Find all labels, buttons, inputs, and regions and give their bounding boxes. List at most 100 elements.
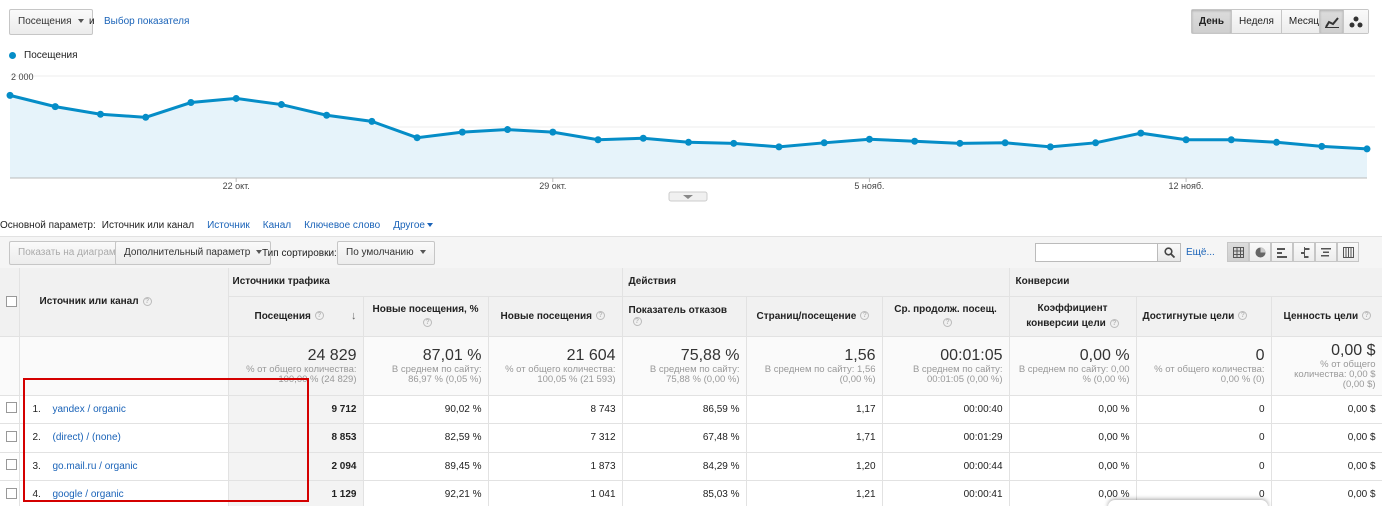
sort-arrow-icon: ↓ (351, 309, 357, 322)
col-new-visits-pct[interactable]: Новые посещения, %? (363, 296, 489, 337)
col-pages-per-visit-label: Страниц/посещение (756, 310, 857, 322)
total-sub: % от общего количества: 100,05 % (21 593… (505, 363, 616, 385)
data-table: Источник или канал? Источники трафика Де… (0, 268, 1382, 506)
data-point (187, 99, 195, 107)
data-point (1363, 145, 1371, 153)
row-metric-cell: 67,48 % (622, 423, 747, 453)
select-all-checkbox[interactable] (6, 296, 17, 307)
data-point (1001, 139, 1009, 147)
data-point (458, 128, 466, 136)
chevron-down-icon (256, 250, 263, 255)
row-checkbox-cell (0, 452, 20, 481)
row-metric-cell: 00:00:41 (882, 480, 1010, 506)
period-month-button[interactable]: Месяц (1281, 10, 1327, 33)
primary-dim-active: Источник или канал (101, 220, 195, 231)
total-sub: % от общего количества: 100,00 % (24 829… (246, 363, 357, 385)
sort-type-select[interactable]: По умолчанию (337, 241, 435, 265)
total-value: 1,56 (844, 346, 876, 364)
view-switch (1227, 242, 1359, 262)
col-new-visits[interactable]: Новые посещения? (488, 296, 623, 337)
data-point (594, 136, 602, 144)
table-view-icon[interactable] (1227, 242, 1249, 262)
data-point (504, 126, 512, 134)
row-index: 3. (32, 460, 41, 472)
col-new-visits-pct-label: Новые посещения, % (372, 304, 479, 315)
metric-select[interactable]: Посещения (9, 9, 93, 35)
col-bounce-rate[interactable]: Показатель отказов? (622, 296, 747, 337)
row-metric-cell: 00:00:40 (882, 395, 1010, 424)
y-tick-label: 2 000 (11, 72, 34, 82)
dim-column-header[interactable]: Источник или канал? (19, 268, 229, 337)
pie-view-icon[interactable] (1249, 242, 1271, 262)
row-metric-cell: 84,29 % (622, 452, 747, 481)
data-point (1318, 142, 1326, 150)
col-goal-completions[interactable]: Достигнутые цели? (1136, 296, 1272, 337)
comparison-view-icon[interactable] (1293, 242, 1315, 262)
row-metric-cell: 1 873 (488, 452, 623, 481)
col-goal-value[interactable]: Ценность цели? (1271, 296, 1382, 337)
series-area (10, 95, 1367, 178)
pivot-view-icon[interactable] (1337, 242, 1359, 262)
row-checkbox[interactable] (6, 430, 17, 442)
data-point (1273, 138, 1281, 146)
total-sub: В среднем по сайту: 86,97 % (0,05 %) (391, 363, 482, 385)
row-metric-cell: 1,17 (746, 395, 883, 424)
row-metric-cell: 8 853 (228, 423, 364, 453)
row-checkbox[interactable] (6, 402, 17, 414)
help-icon: ? (1362, 311, 1372, 321)
dim-other-link[interactable]: Другое (393, 220, 433, 231)
total-value: 0,00 $ (1331, 341, 1376, 359)
total-cell: 21 604% от общего количества: 100,05 % (… (488, 336, 623, 396)
search-button[interactable] (1157, 243, 1181, 262)
help-icon: ? (1109, 318, 1119, 328)
table-search-input[interactable] (1035, 243, 1160, 262)
row-index: 2. (32, 432, 41, 444)
x-tick-label: 22 окт. (223, 181, 250, 191)
row-source-link[interactable]: google / organic (52, 489, 124, 501)
col-pages-per-visit[interactable]: Страниц/посещение? (746, 296, 883, 337)
row-checkbox-cell (0, 423, 20, 453)
dim-medium-link[interactable]: Канал (262, 220, 292, 231)
row-checkbox-cell (0, 395, 20, 424)
motion-chart-icon[interactable] (1344, 10, 1368, 33)
add-metric-link[interactable]: Выбор показателя (104, 16, 190, 27)
line-chart-icon[interactable] (1320, 10, 1344, 33)
secondary-dimension-label: Дополнительный параметр (124, 247, 251, 258)
col-goal-conv-rate[interactable]: Коэффициент конверсии цели? (1009, 296, 1137, 337)
secondary-dimension-select[interactable]: Дополнительный параметр (115, 241, 272, 265)
term-cloud-view-icon[interactable] (1315, 242, 1337, 262)
col-visits-label: Посещения (254, 310, 311, 322)
col-avg-duration[interactable]: Ср. продолж. посещ.? (882, 296, 1010, 337)
dim-keyword-link[interactable]: Ключевое слово (304, 220, 381, 231)
col-visits[interactable]: Посещения? ↓ (228, 296, 364, 337)
select-all-cell (0, 268, 20, 337)
legend-label: Посещения (24, 50, 78, 61)
x-tick-label: 5 нояб. (854, 181, 884, 191)
help-icon: ? (1238, 311, 1248, 321)
chevron-down-icon (683, 195, 693, 199)
totals-row: 24 829% от общего количества: 100,00 % (… (0, 336, 1382, 396)
row-checkbox[interactable] (6, 487, 17, 499)
data-point (1046, 143, 1054, 151)
dim-source-link[interactable]: Источник (207, 220, 250, 231)
bar-view-icon[interactable] (1271, 242, 1293, 262)
data-point (6, 91, 14, 99)
row-source-link[interactable]: go.mail.ru / organic (52, 460, 138, 472)
total-value: 21 604 (566, 346, 616, 364)
period-day-button[interactable]: День (1192, 10, 1232, 33)
row-source-link[interactable]: (direct) / (none) (52, 432, 121, 444)
row-checkbox[interactable] (6, 459, 17, 471)
col-bounce-rate-label: Показатель отказов (628, 305, 728, 316)
data-point (1137, 129, 1145, 137)
total-value: 0 (1255, 346, 1265, 364)
col-goal-value-label: Ценность цели (1283, 310, 1359, 322)
row-source-link[interactable]: yandex / organic (52, 403, 126, 415)
table-column-header: Посещения? ↓ Новые посещения, %? Новые по… (0, 296, 1382, 337)
table-row: 3. go.mail.ru / organic 2 094 89,45 % 1 873 8… (0, 452, 1382, 481)
more-options-link[interactable]: Ещё... (1186, 247, 1215, 258)
search-icon (1163, 247, 1175, 258)
data-point (368, 117, 376, 125)
group-conversions: Конверсии (1009, 268, 1382, 297)
period-week-button[interactable]: Неделя (1232, 10, 1282, 33)
